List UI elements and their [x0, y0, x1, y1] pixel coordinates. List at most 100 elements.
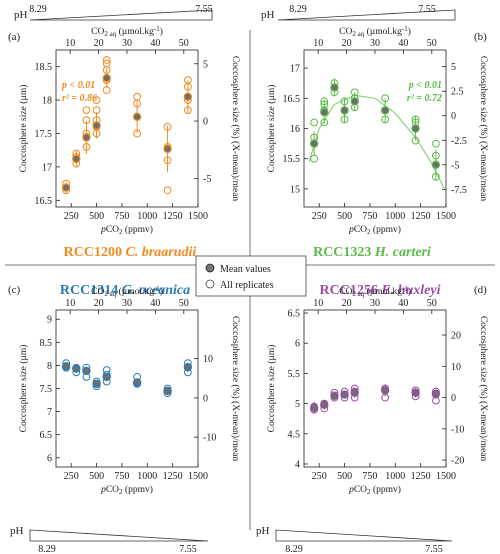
top-tick-label: 10	[65, 298, 75, 309]
strain-label-a: RCC1200 C. braarudii	[64, 245, 197, 260]
y2-axis-label: Coccosphere size (%) (X-mean)/mean	[478, 56, 489, 202]
y2-tick-label: 20	[451, 331, 461, 342]
x-tick-label: 250	[312, 471, 327, 482]
y-tick-label: 5.5	[288, 369, 301, 380]
plot-frame	[303, 309, 447, 468]
mean-point	[82, 366, 91, 376]
ph-high-label: 8.29	[285, 544, 303, 554]
stat-r-squared: r² = 0.86	[62, 93, 97, 104]
x-tick-label: 1000	[385, 471, 405, 482]
x-tick-label: 750	[114, 211, 129, 222]
top-tick-label: 50	[179, 38, 189, 49]
x-tick-label: 1000	[137, 211, 157, 222]
x-tick-label: 1500	[436, 471, 456, 482]
y2-axis-label: Coccosphere size (%) (X-mean)/mean	[230, 56, 241, 202]
top-tick-label: 40	[398, 298, 408, 309]
replicate-point	[340, 97, 349, 106]
replicate-point	[411, 136, 420, 145]
x-tick-label: 250	[312, 211, 327, 222]
y-axis-label: Coccosphere size (µm)	[266, 345, 277, 433]
y-tick-label: 9	[47, 315, 52, 326]
mean-point	[163, 144, 172, 154]
top-axis-label-sup: -1	[402, 25, 408, 33]
x-tick-label: 1250	[411, 211, 431, 222]
y-tick-label: 16	[290, 124, 300, 135]
mean-point	[350, 388, 359, 397]
replicate-point	[82, 106, 91, 115]
y2-tick-label: -5	[203, 174, 211, 185]
replicate-point	[320, 97, 329, 106]
top-tick-label: 30	[370, 298, 380, 309]
y-tick-label: 17	[42, 162, 52, 173]
y2-axis-label: Coccosphere size (%) (X-mean)/mean	[230, 316, 241, 462]
panel-letter-a: (a)	[8, 31, 21, 43]
mean-point	[350, 97, 359, 106]
y2-axis-label: Coccosphere size (%) (X-mean)/mean	[478, 316, 489, 462]
x-axis-label-co: CO	[354, 485, 367, 495]
top-tick-label: 20	[342, 298, 352, 309]
plot-frame	[55, 49, 199, 208]
y-axis-label: Coccosphere size (µm)	[18, 345, 29, 433]
mean-point	[132, 112, 142, 122]
x-axis-label: pCO2 (ppmv)	[100, 224, 153, 236]
mean-point	[380, 386, 390, 395]
mean-point	[72, 154, 81, 164]
top-axis-label-close: )	[160, 26, 163, 37]
x-tick-label: 1500	[436, 211, 456, 222]
top-axis-label-sub: 2 aq	[104, 290, 116, 298]
x-axis-label-p: p	[100, 485, 106, 495]
x-axis-label: pCO2 (ppmv)	[348, 224, 401, 236]
replicate-point	[183, 106, 192, 115]
legend-mean-marker	[205, 263, 215, 273]
x-tick-label: 1500	[188, 211, 208, 222]
top-tick-label: 30	[122, 298, 132, 309]
top-tick-label: 10	[313, 38, 323, 49]
y2-tick-label: -5	[451, 160, 459, 171]
strain-label-d: RCC1256 E. huxleyi	[320, 283, 441, 298]
top-tick-label: 40	[150, 38, 160, 49]
top-axis-label-sub: 2 aq	[104, 30, 116, 38]
replicate-point	[163, 122, 172, 131]
y-tick-label: 16.5	[283, 94, 301, 105]
replicate-point	[163, 156, 172, 165]
strain-label-b: RCC1323 H. carteri	[313, 245, 431, 260]
y-tick-label: 7.5	[40, 384, 53, 395]
x-axis-label-unit: (ppmv)	[371, 484, 401, 495]
x-tick-label: 500	[89, 471, 104, 482]
replicate-point	[381, 115, 390, 124]
y-tick-label: 18.5	[35, 62, 53, 73]
x-tick-label: 1250	[163, 471, 183, 482]
top-axis-label-unit: (µmol.kg	[116, 26, 154, 37]
y2-tick-label: -10	[451, 424, 464, 435]
top-axis-label-sub: 2 aq	[352, 30, 364, 38]
strain-label-c: RCC1314 G. oceanica	[60, 283, 190, 298]
x-axis-label: pCO2 (ppmv)	[348, 484, 401, 496]
top-axis-label-co: CO	[91, 287, 104, 297]
x-axis-label-unit: (ppmv)	[371, 224, 401, 235]
y-tick-label: 15.5	[283, 154, 301, 165]
mean-point	[92, 379, 101, 389]
ph-scale-bottom-left: pH 8.29 7.55	[10, 525, 209, 554]
y-tick-label: 15	[290, 184, 300, 195]
x-axis-label-p: p	[348, 225, 354, 235]
ph-wedge	[29, 9, 213, 21]
ph-high-label: 8.29	[38, 544, 56, 554]
ph-scale-top-left: pH 8.29 7.55	[14, 4, 213, 21]
x-axis-label-co: CO	[106, 225, 119, 235]
replicate-point	[82, 142, 91, 151]
top-tick-label: 30	[370, 38, 380, 49]
panel-letter-b: (b)	[474, 31, 487, 43]
replicate-point	[163, 186, 172, 195]
y-tick-label: 6.5	[40, 430, 53, 441]
x-tick-label: 500	[89, 211, 104, 222]
mean-point	[340, 106, 349, 115]
y2-tick-label: 0	[451, 393, 456, 404]
ph-scale-bottom-right: pH 8.29 7.55	[256, 525, 453, 554]
stat-r-squared: r² = 0.72	[407, 93, 442, 104]
y2-tick-label: -7.5	[451, 185, 467, 196]
replicate-point	[310, 118, 319, 127]
ph-low-label: 7.55	[425, 544, 443, 554]
mean-point	[132, 378, 142, 387]
mean-point	[163, 386, 172, 396]
